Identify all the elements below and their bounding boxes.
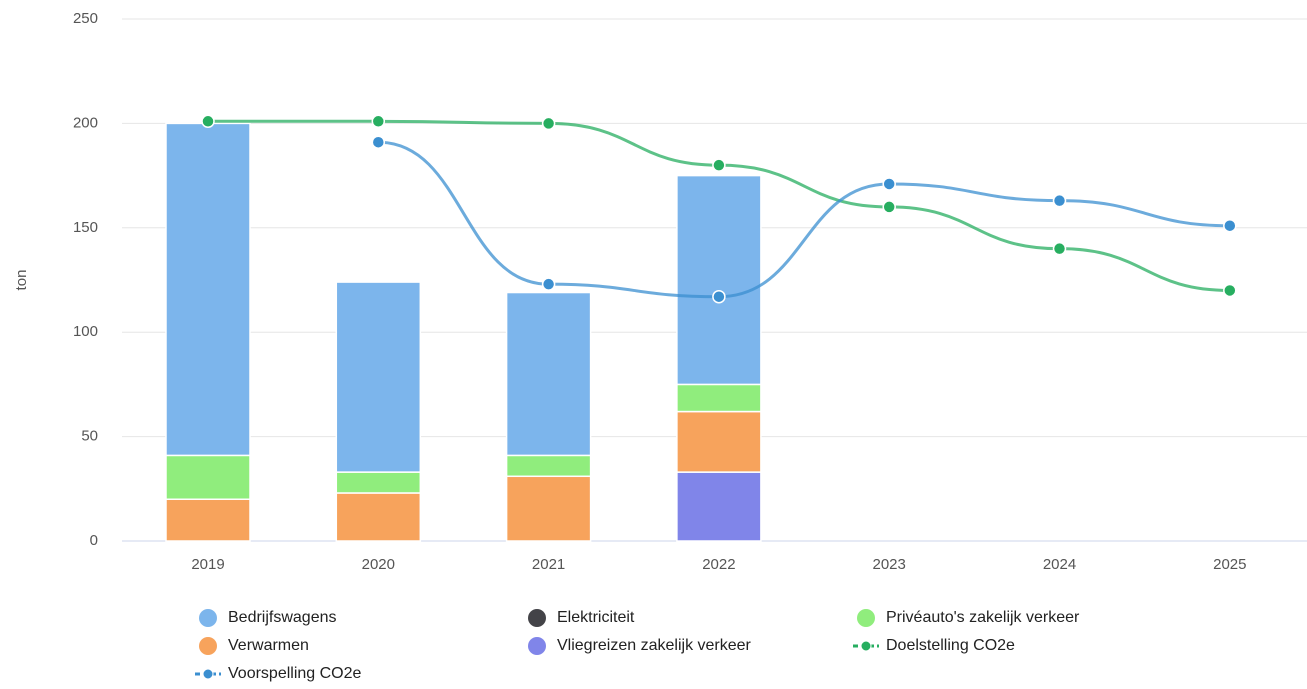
- line-point: [1052, 193, 1067, 208]
- line-point: [882, 200, 896, 214]
- legend-marker: [860, 640, 872, 652]
- line-point: [1223, 283, 1237, 298]
- bar-segment: [165, 122, 251, 457]
- line: [378, 140, 1230, 299]
- y-tick-label: 200: [73, 114, 98, 131]
- line-point: [1052, 241, 1067, 256]
- y-tick-label: 50: [81, 428, 98, 445]
- bar-segment: [165, 498, 251, 542]
- legend-label: Elektriciteit: [557, 609, 635, 626]
- bar-segment: [676, 174, 762, 386]
- bar-segment: [505, 454, 592, 478]
- bar-segment: [505, 475, 592, 542]
- line-point: [882, 177, 896, 191]
- y-axis-label: ton: [13, 270, 30, 291]
- bar-segment: [676, 410, 762, 473]
- x-tick-label: 2022: [702, 556, 735, 573]
- x-tick-label: 2023: [873, 556, 906, 573]
- line-point: [1223, 218, 1237, 233]
- x-tick-label: 2020: [362, 556, 395, 573]
- x-tick-label: 2021: [532, 556, 565, 573]
- y-tick-label: 0: [90, 532, 98, 549]
- line-point: [201, 114, 215, 129]
- legend-label: Doelstelling CO2e: [886, 637, 1015, 654]
- legend-marker: [528, 609, 546, 627]
- line-point: [712, 289, 726, 304]
- legend-marker: [857, 609, 875, 627]
- line-point: [541, 116, 556, 131]
- legend-marker: [528, 637, 546, 655]
- legend-label: Vliegreizen zakelijk verkeer: [557, 637, 752, 654]
- legend-marker: [199, 609, 217, 627]
- bar-segment: [676, 383, 762, 413]
- line-point: [541, 277, 556, 291]
- legend-label: Bedrijfswagens: [228, 609, 337, 626]
- bar-segment: [335, 492, 422, 542]
- x-tick-label: 2025: [1213, 556, 1246, 573]
- legend-label: Privéauto's zakelijk verkeer: [886, 609, 1080, 626]
- line-point: [371, 114, 386, 129]
- bar-segment: [505, 291, 592, 457]
- line-point: [712, 158, 726, 172]
- bar-segment: [165, 454, 251, 500]
- x-tick-label: 2019: [191, 556, 224, 573]
- y-tick-label: 250: [73, 10, 98, 27]
- legend-marker: [202, 668, 214, 680]
- legend-marker: [199, 637, 217, 655]
- line-point: [371, 135, 386, 149]
- y-tick-label: 100: [73, 323, 98, 340]
- legend-label: Voorspelling CO2e: [228, 665, 362, 682]
- bar-segment: [676, 471, 762, 542]
- legend-label: Verwarmen: [228, 637, 309, 654]
- bar-segment: [335, 471, 422, 494]
- y-tick-label: 150: [73, 219, 98, 236]
- bar-segment: [335, 281, 422, 473]
- x-tick-label: 2024: [1043, 556, 1076, 573]
